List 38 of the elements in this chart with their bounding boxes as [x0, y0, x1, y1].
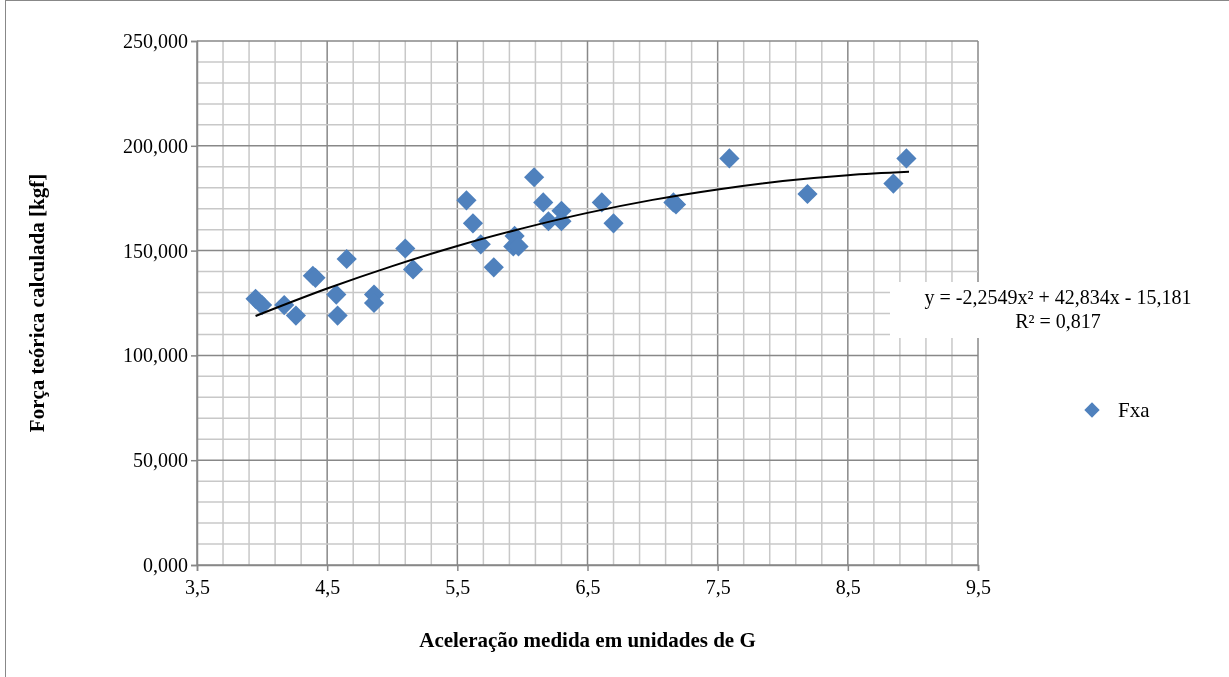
- point: [395, 238, 416, 259]
- point: [402, 259, 424, 280]
- x-tick-label: 8,5: [835, 576, 861, 598]
- point: [456, 190, 477, 211]
- x-tick-label: 6,5: [575, 576, 601, 598]
- y-tick-label: 150,000: [123, 239, 188, 262]
- y-tick-label: 50,000: [133, 449, 188, 472]
- point: [591, 192, 612, 213]
- x-tick-label: 3,5: [185, 576, 210, 598]
- point: [797, 183, 818, 205]
- y-axis-title: Força teórica calculada [kgf]: [25, 173, 49, 433]
- text: R² = 0,817: [1015, 310, 1101, 332]
- y-tick-label: 250,000: [123, 29, 188, 52]
- x-tick-label: 4,5: [315, 576, 341, 598]
- point: [719, 148, 740, 169]
- x-tick-label: 9,5: [966, 576, 991, 598]
- point: [327, 305, 348, 326]
- annotation: y = -2,2549x² + 42,834x - 15,181: [924, 286, 1192, 309]
- point: [251, 295, 273, 316]
- x-axis-title: Aceleração medida em unidades de G: [419, 628, 756, 652]
- point: [326, 284, 347, 305]
- point: [336, 248, 357, 270]
- legend-label: Fxa: [1118, 398, 1151, 422]
- point: [603, 213, 624, 234]
- point: [470, 234, 491, 255]
- x-tick-label: 7,5: [705, 576, 731, 598]
- point: [883, 173, 904, 194]
- y-tick-label: 100,000: [123, 344, 188, 367]
- point: [462, 213, 484, 234]
- point: [524, 167, 545, 188]
- x-tick-label: 5,5: [445, 576, 471, 598]
- point: [896, 148, 917, 169]
- y-tick-label: 0,000: [143, 553, 188, 576]
- point: [533, 192, 554, 213]
- point: [483, 257, 504, 278]
- line-series: [254, 170, 911, 317]
- point: [285, 305, 307, 326]
- y-tick-label: 200,000: [123, 134, 188, 157]
